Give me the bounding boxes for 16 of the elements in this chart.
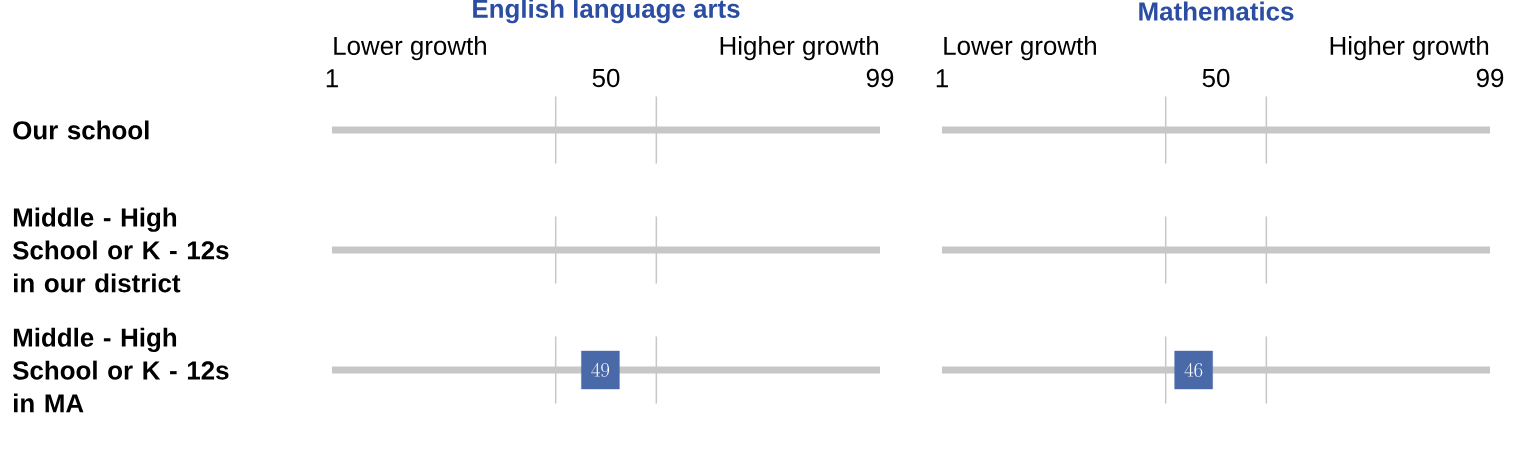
x-tick-label: 1 [936,69,948,88]
x-tick-label: 99 [1476,68,1504,88]
y-tick-label: Middle - High School or K - 12s in our district [12,207,229,293]
x-tick-label: 50 [1202,68,1230,88]
x-tick-label: 99 [866,68,894,88]
text: Lower growth [334,36,486,61]
text: Lower growth [944,36,1096,61]
x-tick-label: 50 [592,68,620,88]
x-tick-label: 1 [326,69,338,88]
chart-title: Mathematics [1139,1,1294,21]
data-label: 46 [1184,362,1203,377]
text: Higher growth [1330,36,1489,61]
y-tick-label: Middle - High School or K - 12s in MA [12,327,229,413]
y-tick-label: Our school [13,120,149,140]
text: Higher growth [720,36,879,61]
data-label: 49 [591,362,610,377]
